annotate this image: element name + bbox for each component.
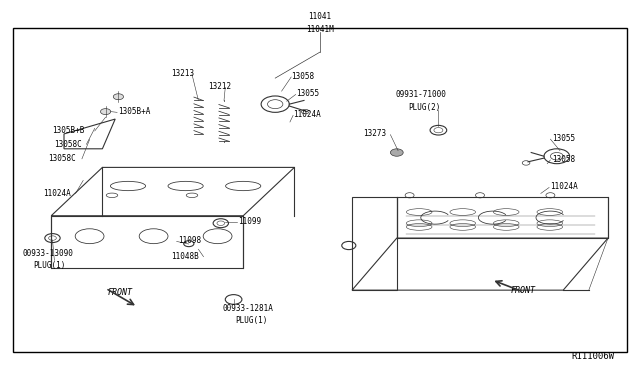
Text: 13058: 13058 — [291, 72, 314, 81]
Text: 09931-71000: 09931-71000 — [396, 90, 446, 99]
Text: 11041M: 11041M — [306, 25, 334, 34]
Text: 11048B: 11048B — [172, 252, 199, 261]
Text: PLUG(1): PLUG(1) — [33, 262, 66, 270]
Text: R111006W: R111006W — [572, 352, 614, 361]
Text: 13058C: 13058C — [54, 140, 82, 149]
Text: 11024A: 11024A — [44, 189, 71, 198]
Text: 13055: 13055 — [296, 89, 319, 98]
Circle shape — [100, 109, 111, 115]
Text: 13058: 13058 — [552, 155, 575, 164]
Text: 11099: 11099 — [238, 217, 261, 226]
Text: 1305B+B: 1305B+B — [52, 126, 85, 135]
Circle shape — [113, 94, 124, 100]
Text: 13055: 13055 — [552, 134, 575, 143]
Text: 11024A: 11024A — [293, 110, 321, 119]
Text: 00933-13090: 00933-13090 — [22, 249, 73, 258]
Text: 11024A: 11024A — [550, 182, 578, 191]
FancyBboxPatch shape — [13, 28, 627, 352]
Text: FRONT: FRONT — [108, 288, 132, 296]
Text: 13213: 13213 — [172, 69, 195, 78]
Text: 1305B+A: 1305B+A — [118, 107, 151, 116]
Text: 13273: 13273 — [363, 129, 386, 138]
Text: PLUG(2): PLUG(2) — [408, 103, 441, 112]
Text: 11098: 11098 — [178, 236, 201, 245]
Circle shape — [390, 149, 403, 156]
Text: 11041: 11041 — [308, 12, 332, 21]
Text: PLUG(1): PLUG(1) — [236, 316, 268, 325]
Text: 13058C: 13058C — [48, 154, 76, 163]
Text: 00933-1281A: 00933-1281A — [223, 304, 273, 313]
Text: FRONT: FRONT — [511, 286, 536, 295]
Text: 13212: 13212 — [208, 82, 231, 91]
